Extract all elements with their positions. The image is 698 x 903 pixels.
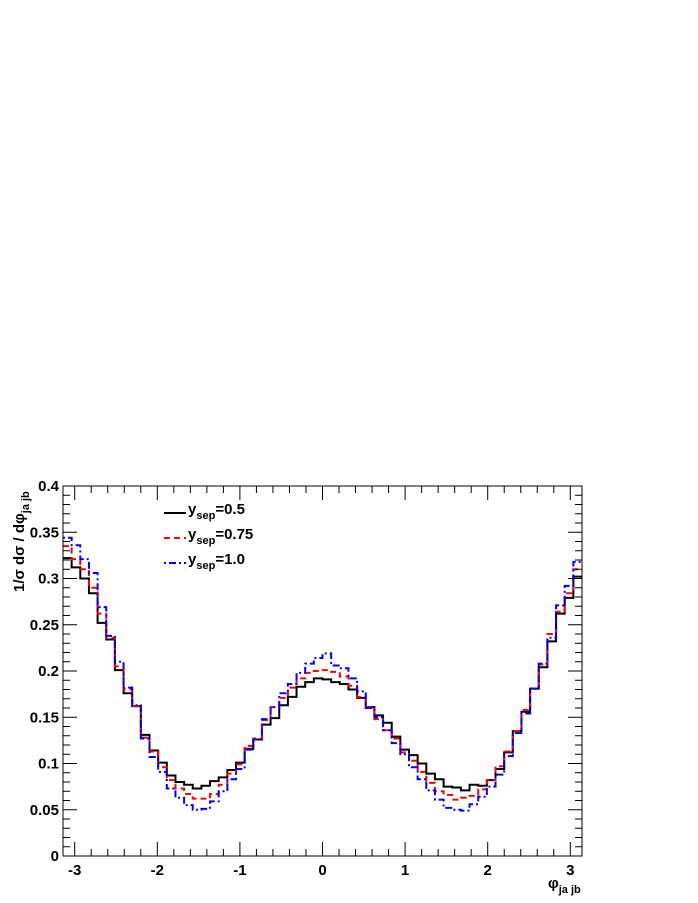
- series-layer: [63, 536, 582, 812]
- y-tick-label: 0.35: [30, 524, 59, 541]
- x-tick-label: 2: [484, 862, 492, 879]
- y-tick-label: 0.3: [38, 571, 59, 588]
- x-tick-label: -1: [233, 862, 246, 879]
- y-tick-label: 0.15: [30, 709, 59, 726]
- axis-ticks: [63, 485, 582, 857]
- legend-label-0: ysep=0.5: [188, 501, 245, 522]
- tick-labels: 0 0.05 0.1 0.15 0.2 0.25 0.3 0.35 0.4 -3 -2 -1 0 1 2 3: [30, 478, 575, 879]
- legend-label-1: ysep=0.75: [188, 526, 253, 547]
- y-tick-label: 0.2: [38, 663, 59, 680]
- y-tick-label: 0.1: [38, 756, 59, 773]
- series-line-2: [63, 536, 582, 812]
- y-tick-label: 0.25: [30, 617, 59, 634]
- legend-label-2: ysep=1.0: [188, 551, 245, 572]
- y-tick-label: 0.4: [38, 478, 60, 495]
- y-tick-label: 0: [51, 848, 59, 865]
- x-tick-label: -3: [68, 862, 81, 879]
- x-tick-label: 1: [401, 862, 409, 879]
- x-tick-label: 3: [566, 862, 574, 879]
- x-axis-title-sub: ja jb: [558, 884, 581, 896]
- x-tick-label: 0: [318, 862, 326, 879]
- y-tick-label: 0.05: [30, 802, 59, 819]
- y-axis-title-sub: ja jb: [20, 491, 32, 514]
- legend: ysep=0.5 ysep=0.75 ysep=1.0: [164, 501, 253, 572]
- x-axis-title-main: φ: [548, 875, 559, 892]
- y-axis-title-main: 1/σ dσ / dφ: [11, 513, 28, 592]
- x-axis-title: φja jb: [548, 875, 581, 896]
- x-tick-label: -2: [151, 862, 164, 879]
- y-axis-title: 1/σ dσ / dφja jb: [11, 491, 32, 592]
- series-line-1: [63, 545, 582, 801]
